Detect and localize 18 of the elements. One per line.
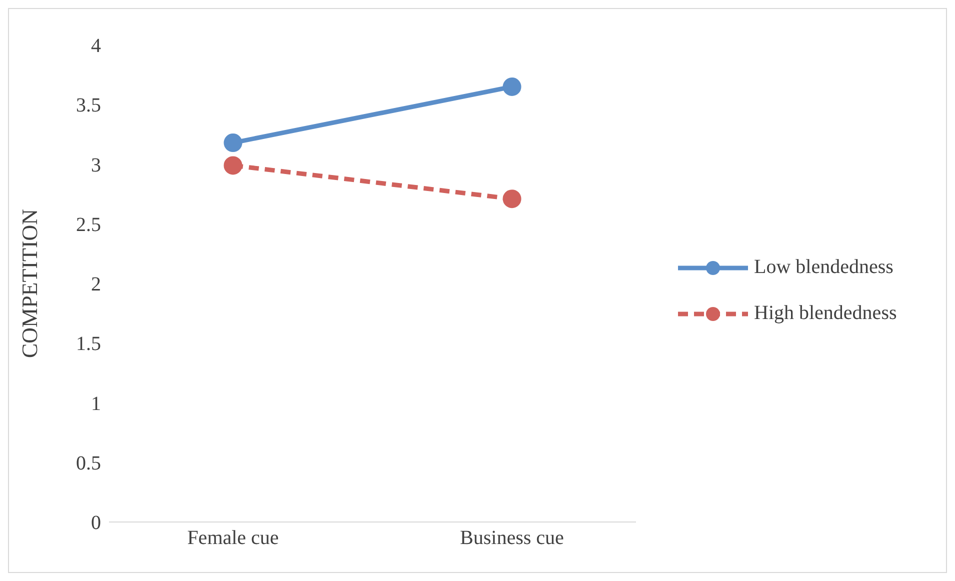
y-tick-label: 3 [91,154,101,176]
point [224,134,242,152]
y-tick-label: 0.5 [76,452,101,474]
y-axis-title: COMPETITION [16,208,42,358]
y-tick-label: 1 [91,392,101,415]
x-tick-label: Business cue [460,527,564,550]
y-tick-label: 3.5 [76,94,101,117]
y-tick-label: 4 [91,35,101,58]
y-tick-label: 1.5 [76,333,101,356]
y-tick-label: 2 [91,274,101,296]
point [224,156,242,175]
point [502,190,522,208]
y-tick-label: 0 [91,512,101,534]
legend-label: High blendedness [754,302,897,325]
y-tick-label: 2.5 [76,214,101,236]
point [502,77,522,96]
x-tick-label: Female cue [187,527,279,550]
legend-label: Low blendedness [754,256,894,279]
